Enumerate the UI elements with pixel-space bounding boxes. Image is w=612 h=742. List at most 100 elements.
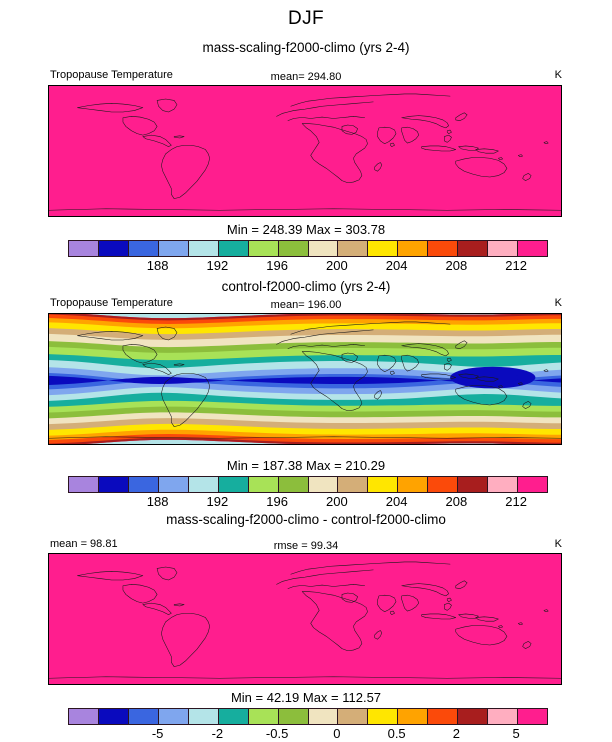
colorbar-cell-2[interactable] [128,477,159,492]
colorbar-cell-9[interactable] [338,241,369,256]
panel2-variable-label: Tropopause Temperature [50,297,173,309]
colorbar-tick-label: -5 [151,726,164,741]
colorbar-cell-12[interactable] [428,241,459,256]
panel-title-control: control-f2000-climo (yrs 2-4) [221,279,391,294]
panel1-units-label: K [554,69,562,81]
colorbar-cell-2[interactable] [128,241,159,256]
colorbar-ticks-case: 188 192 196 200 204 208 212 [68,258,546,274]
colorbar-swatches-difference[interactable] [68,708,548,725]
colorbar-tick-label: 188 [146,494,169,509]
panel3-minmax: Min = 42.19 Max = 112.57 [230,690,382,705]
coastlines-case [49,86,561,216]
colorbar-cell-4[interactable] [188,241,219,256]
colorbar-cell-13[interactable] [458,241,489,256]
colorbar-cell-0[interactable] [69,709,99,724]
colorbar-cell-7[interactable] [278,477,309,492]
colorbar-cell-4[interactable] [188,709,219,724]
panel2-mean-label: mean= 196.00 [270,299,342,311]
colorbar-cell-0[interactable] [69,241,99,256]
colorbar-cell-5[interactable] [218,709,249,724]
coastlines-difference [49,554,561,684]
colorbar-cell-9[interactable] [338,709,369,724]
colorbar-cell-7[interactable] [278,709,309,724]
colorbar-cell-6[interactable] [248,241,279,256]
colorbar-cell-10[interactable] [368,477,399,492]
colorbar-cell-13[interactable] [458,477,489,492]
colorbar-tick-label: -2 [211,726,224,741]
colorbar-cell-10[interactable] [368,709,399,724]
colorbar-cell-1[interactable] [98,709,129,724]
colorbar-tick-label: 208 [445,258,468,273]
colorbar-swatches-case[interactable] [68,240,548,257]
panel2-units-label: K [554,297,562,309]
colorbar-ticks-control: 188 192 196 200 204 208 212 [68,494,546,510]
colorbar-tick-label: 208 [445,494,468,509]
contour-fill-control [49,314,561,444]
colorbar-tick-label: 192 [206,494,229,509]
colorbar-cell-1[interactable] [98,241,129,256]
colorbar-cell-8[interactable] [308,241,339,256]
panel3-mean-label: mean = 98.81 [50,538,118,550]
map-panel-difference[interactable] [48,553,562,685]
colorbar-cell-4[interactable] [188,477,219,492]
main-title: DJF [287,8,325,29]
panel-title-difference: mass-scaling-f2000-climo - control-f2000… [166,512,446,527]
colorbar-cell-11[interactable] [398,241,429,256]
colorbar-tick-label: 200 [326,494,348,509]
colorbar-cell-11[interactable] [398,477,429,492]
colorbar-cell-1[interactable] [98,477,129,492]
colorbar-cell-11[interactable] [398,709,429,724]
colorbar-tick-label: -0.5 [265,726,289,741]
colorbar-cell-8[interactable] [308,477,339,492]
colorbar-cell-15[interactable] [518,241,547,256]
colorbar-ticks-difference: -5 -2 -0.5 0 0.5 2 5 [68,726,546,742]
panel1-minmax: Min = 248.39 Max = 303.78 [226,222,386,237]
colorbar-tick-label: 192 [206,258,229,273]
colorbar-cell-3[interactable] [158,709,189,724]
colorbar-cell-2[interactable] [128,709,159,724]
colorbar-cell-5[interactable] [218,477,249,492]
colorbar-tick-label: 204 [385,258,408,273]
colorbar-tick-label: 200 [326,258,348,273]
colorbar-control: Min = 187.38 Max = 210.29 188 192 196 200 20… [0,458,612,509]
colorbar-tick-label: 188 [146,258,169,273]
colorbar-swatches-control[interactable] [68,476,548,493]
panel2-minmax: Min = 187.38 Max = 210.29 [226,458,386,473]
colorbar-cell-6[interactable] [248,709,279,724]
colorbar-cell-0[interactable] [69,477,99,492]
colorbar-tick-label: 0 [333,726,341,741]
map-panel-control[interactable] [48,313,562,445]
colorbar-cell-6[interactable] [248,477,279,492]
colorbar-cell-7[interactable] [278,241,309,256]
colorbar-tick-label: 5 [512,726,520,741]
colorbar-tick-label: 0.5 [387,726,406,741]
colorbar-tick-label: 2 [452,726,460,741]
colorbar-cell-15[interactable] [518,477,547,492]
colorbar-cell-14[interactable] [488,477,519,492]
panel-title-case: mass-scaling-f2000-climo (yrs 2-4) [202,40,410,55]
colorbar-cell-14[interactable] [488,241,519,256]
panel1-variable-label: Tropopause Temperature [50,69,173,81]
colorbar-cell-13[interactable] [458,709,489,724]
colorbar-difference: Min = 42.19 Max = 112.57 -5 -2 -0.5 0 0.5 2 5 [0,690,612,741]
colorbar-tick-label: 196 [266,258,288,273]
colorbar-tick-label: 204 [385,494,408,509]
colorbar-cell-10[interactable] [368,241,399,256]
colorbar-cell-12[interactable] [428,709,459,724]
colorbar-case: Min = 248.39 Max = 303.78 188 192 196 200 20… [0,222,612,273]
colorbar-cell-15[interactable] [518,709,547,724]
colorbar-cell-9[interactable] [338,477,369,492]
colorbar-cell-12[interactable] [428,477,459,492]
panel1-mean-label: mean= 294.80 [270,71,342,83]
colorbar-cell-3[interactable] [158,477,189,492]
colorbar-cell-3[interactable] [158,241,189,256]
colorbar-cell-8[interactable] [308,709,339,724]
colorbar-cell-5[interactable] [218,241,249,256]
colorbar-tick-label: 196 [266,494,288,509]
colorbar-cell-14[interactable] [488,709,519,724]
panel3-rmse-label: rmse = 99.34 [273,540,339,552]
colorbar-tick-label: 212 [505,258,527,273]
panel3-units-label: K [554,538,562,550]
map-panel-case[interactable] [48,85,562,217]
